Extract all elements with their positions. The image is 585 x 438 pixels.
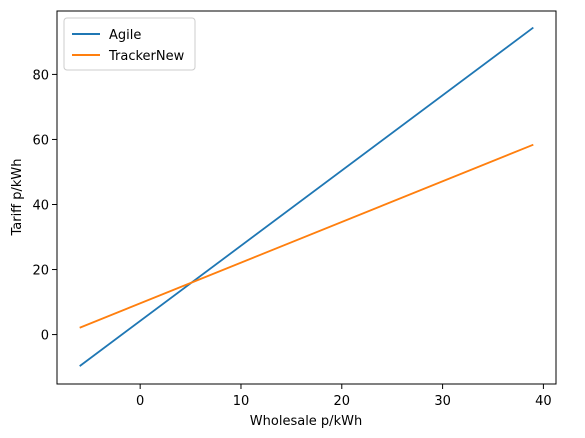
y-tick-label: 60 [32,133,49,148]
y-tick-label: 20 [32,264,49,279]
x-tick-label: 40 [535,394,552,409]
legend-label-agile: Agile [109,28,141,43]
y-tick-label: 80 [32,68,49,83]
plot-frame [56,10,557,385]
y-tick-label: 40 [32,198,49,213]
y-axis-label: Tariff p/kWh [10,158,25,236]
x-tick-label: 30 [434,394,451,409]
legend: Agile TrackerNew [63,17,196,71]
legend-label-trackernew: TrackerNew [108,49,185,64]
x-tick-label: 20 [334,394,351,409]
series-line-1 [79,143,534,329]
x-axis-label: Wholesale p/kWh [250,414,362,429]
legend-box [63,17,196,71]
ticks-layer: 0 10 20 30 40 0 20 40 60 80 [32,68,551,409]
series-line-0 [79,26,534,367]
series-layer [79,26,534,367]
x-tick-label: 0 [136,394,144,409]
x-tick-label: 10 [233,394,250,409]
y-tick-label: 0 [41,329,49,344]
